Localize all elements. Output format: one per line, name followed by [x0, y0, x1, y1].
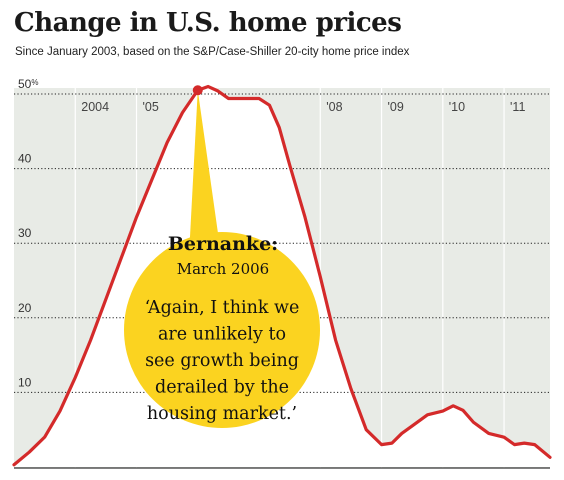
annotation-quote-line-3: see growth being [145, 351, 299, 371]
callout-pointer [188, 90, 222, 261]
x-tick-label-2004: 2004 [81, 100, 109, 114]
x-tick-label-'05: '05 [143, 100, 159, 114]
y-tick-label-30: 30 [18, 226, 32, 240]
annotation-quote-line-1: ‘Again, I think we [145, 298, 300, 318]
y-tick-label-20: 20 [18, 301, 32, 315]
x-tick-label-'10: '10 [449, 100, 465, 114]
annotation: Bernanke: March 2006 ‘Again, I think we are… [124, 90, 320, 428]
chart-title: Change in U.S. home prices [14, 8, 402, 38]
x-tick-label-'11: '11 [510, 100, 525, 114]
chart-subtitle: Since January 2003, based on the S&P/Cas… [15, 46, 410, 58]
annotation-quote-line-2: are unlikely to [158, 325, 286, 345]
highlight-point-march-2006 [192, 85, 203, 96]
annotation-title: Bernanke: [168, 233, 278, 255]
y-tick-label-40: 40 [18, 152, 32, 166]
annotation-quote-line-4: derailed by the [155, 378, 289, 398]
series-line-home-prices [12, 84, 552, 467]
x-tick-label-'08: '08 [326, 100, 342, 114]
annotation-quote-line-5: housing market.’ [147, 404, 297, 424]
y-tick-label-10: 10 [18, 375, 32, 389]
x-tick-label-'09: '09 [388, 100, 404, 114]
y-tick-suffix: % [31, 78, 38, 87]
x-axis-tick-labels: 2004 '05 '08 '09 '10 '11 [81, 100, 525, 114]
annotation-date: March 2006 [177, 260, 269, 278]
horizontal-gridlines [14, 93, 550, 393]
callout-bubble [124, 232, 320, 428]
